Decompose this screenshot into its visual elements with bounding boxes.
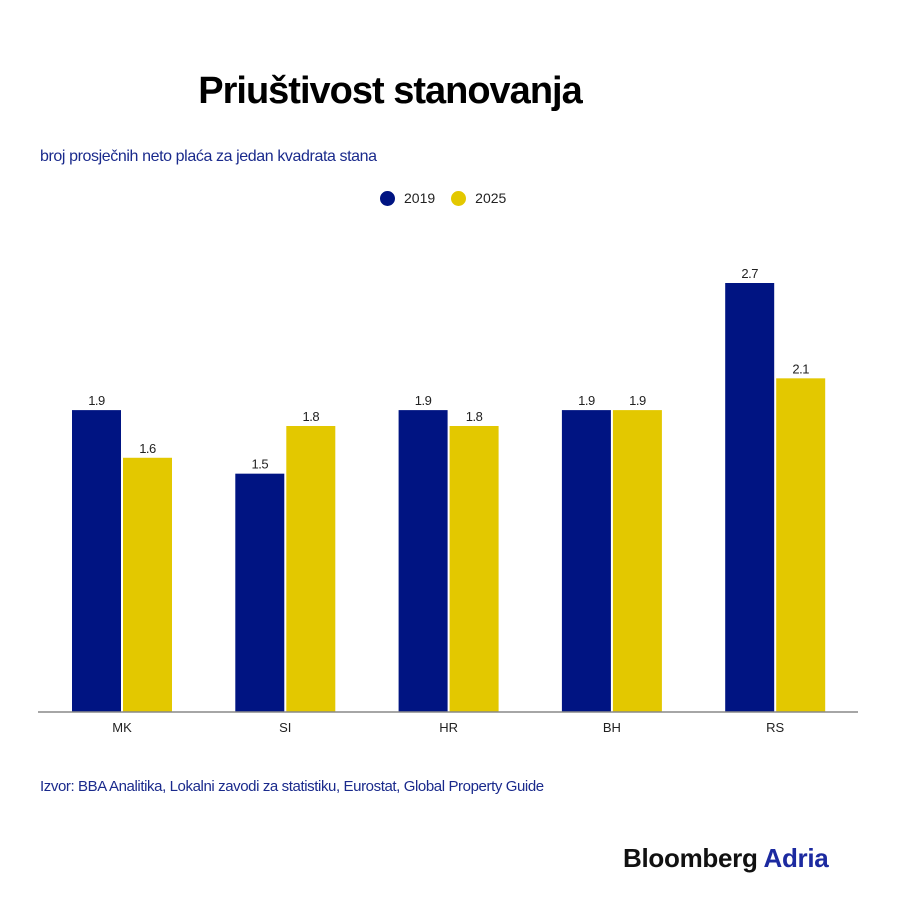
value-label-si-2025: 1.8 [303, 409, 320, 424]
chart-subtitle: broj prosječnih neto plaća za jedan kvad… [40, 148, 377, 165]
legend-item-2025: 2025 [451, 190, 506, 206]
bar-si-2019 [235, 473, 285, 712]
bar-rs-2019 [725, 283, 775, 712]
chart-title: Priuštivost stanovanja [198, 70, 582, 112]
bar-rs-2025 [776, 378, 826, 712]
legend: 2019 2025 [380, 190, 522, 206]
category-label-bh: BH [603, 720, 621, 735]
bar-hr-2019 [398, 410, 448, 712]
value-label-hr-2019: 1.9 [415, 393, 432, 408]
bar-si-2025 [286, 426, 336, 712]
value-label-bh-2019: 1.9 [578, 393, 595, 408]
bar-mk-2019 [72, 410, 121, 712]
bar-hr-2025 [449, 426, 499, 712]
value-label-rs-2025: 2.1 [792, 361, 809, 376]
legend-swatch-2019 [380, 190, 395, 206]
legend-swatch-2025 [451, 190, 467, 206]
legend-item-2019: 2019 [380, 190, 435, 206]
value-label-si-2019: 1.5 [252, 457, 269, 472]
category-label-hr: HR [439, 720, 458, 735]
value-label-bh-2025: 1.9 [629, 393, 646, 408]
category-label-rs: RS [766, 720, 784, 735]
category-label-mk: MK [112, 720, 132, 735]
brand-name-adria: Adria [763, 843, 829, 873]
value-label-rs-2019: 2.7 [741, 266, 758, 281]
value-label-mk-2019: 1.9 [88, 393, 105, 408]
bar-bh-2019 [561, 410, 611, 712]
value-label-hr-2025: 1.8 [466, 409, 483, 424]
legend-label-2025: 2025 [475, 190, 507, 206]
brand-logo: Bloomberg Adria [623, 843, 829, 874]
legend-label-2019: 2019 [404, 190, 436, 206]
bar-bh-2025 [612, 410, 662, 712]
bar-mk-2025 [123, 457, 172, 712]
brand-name-bloomberg: Bloomberg [623, 843, 758, 873]
category-label-si: SI [279, 720, 291, 735]
value-label-mk-2025: 1.6 [139, 441, 156, 456]
source-note: Izvor: BBA Analitika, Lokalni zavodi za … [40, 778, 544, 795]
